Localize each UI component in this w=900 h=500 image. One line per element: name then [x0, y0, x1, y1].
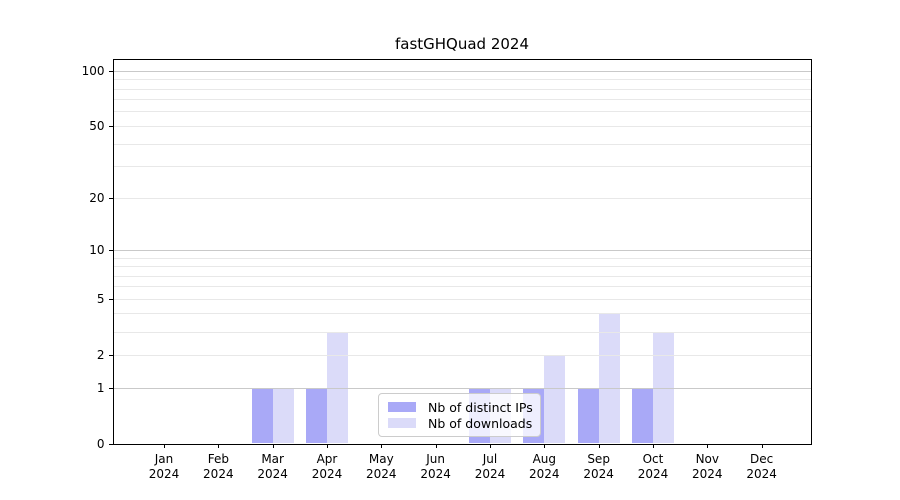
- y-tick-mark: [109, 125, 113, 127]
- y-tick-label: 50: [89, 118, 105, 133]
- x-tick-mark: [761, 444, 763, 448]
- minor-gridline: [113, 313, 811, 315]
- y-tick-label: 20: [89, 190, 105, 205]
- chart-title: fastGHQuad 2024: [394, 35, 530, 53]
- bar-distinct-ips-apr: [305, 387, 327, 444]
- bar-distinct-ips-mar: [251, 387, 273, 444]
- x-tick-label: Oct 2024: [637, 451, 669, 481]
- bar-downloads-mar: [272, 387, 294, 444]
- major-gridline: [113, 70, 811, 72]
- x-tick-label: Sep 2024: [583, 451, 614, 481]
- legend-swatch-icon: [388, 402, 416, 412]
- legend-label: Nb of distinct IPs: [428, 399, 533, 415]
- x-tick-label: Jul 2024: [474, 451, 506, 481]
- legend-label: Nb of downloads: [428, 415, 533, 431]
- legend-entry-distinct-ips: Nb of distinct IPs: [388, 399, 533, 415]
- minor-gridline: [113, 331, 811, 333]
- minor-gridline: [113, 125, 811, 127]
- minor-gridline: [113, 166, 811, 168]
- y-tick-mark: [109, 443, 113, 445]
- minor-gridline: [113, 88, 811, 90]
- x-tick-label: Mar 2024: [257, 451, 288, 481]
- minor-gridline: [113, 111, 811, 113]
- x-tick-label: Dec 2024: [746, 451, 777, 481]
- y-tick-label: 0: [96, 436, 105, 451]
- x-tick-label: Apr 2024: [311, 451, 343, 481]
- minor-gridline: [113, 143, 811, 145]
- x-tick-mark: [707, 444, 709, 448]
- y-tick-mark: [109, 249, 113, 251]
- x-tick-mark: [489, 444, 491, 448]
- y-tick-mark: [109, 298, 113, 300]
- y-tick-mark: [109, 197, 113, 199]
- y-tick-mark: [109, 70, 113, 72]
- x-tick-mark: [544, 444, 546, 448]
- x-tick-mark: [598, 444, 600, 448]
- chart-legend: Nb of distinct IPs Nb of downloads: [378, 393, 541, 437]
- minor-gridline: [113, 286, 811, 288]
- x-tick-mark: [652, 444, 654, 448]
- minor-gridline: [113, 257, 811, 259]
- x-tick-label: Jan 2024: [148, 451, 180, 481]
- y-tick-label: 5: [96, 291, 105, 306]
- minor-gridline: [113, 298, 811, 300]
- x-tick-label: May 2024: [366, 451, 397, 481]
- y-tick-label: 100: [81, 63, 105, 78]
- x-tick-label: Aug 2024: [529, 451, 560, 481]
- y-tick-mark: [109, 387, 113, 389]
- minor-gridline: [113, 266, 811, 267]
- x-tick-mark: [381, 444, 383, 448]
- bar-downloads-aug: [544, 354, 566, 444]
- x-tick-mark: [272, 444, 274, 448]
- x-tick-mark: [164, 444, 165, 448]
- minor-gridline: [113, 197, 811, 199]
- legend-entry-downloads: Nb of downloads: [388, 415, 533, 431]
- minor-gridline: [113, 79, 811, 81]
- bar-distinct-ips-sep: [577, 387, 599, 444]
- y-tick-mark: [109, 354, 113, 356]
- x-tick-mark: [218, 444, 220, 448]
- major-gridline: [113, 249, 811, 251]
- y-tick-label: 2: [96, 347, 105, 362]
- x-tick-mark: [326, 444, 328, 448]
- legend-swatch-icon: [388, 418, 416, 428]
- y-tick-label: 1: [96, 380, 105, 395]
- minor-gridline: [113, 354, 811, 356]
- x-tick-mark: [435, 444, 437, 448]
- minor-gridline: [113, 275, 811, 277]
- bar-downloads-sep: [598, 313, 620, 444]
- minor-gridline: [113, 99, 811, 101]
- bar-distinct-ips-oct: [631, 387, 653, 444]
- major-gridline: [113, 387, 811, 389]
- x-tick-label: Feb 2024: [203, 451, 234, 481]
- x-tick-label: Nov 2024: [692, 451, 723, 481]
- y-tick-label: 10: [89, 242, 105, 257]
- x-tick-label: Jun 2024: [420, 451, 451, 481]
